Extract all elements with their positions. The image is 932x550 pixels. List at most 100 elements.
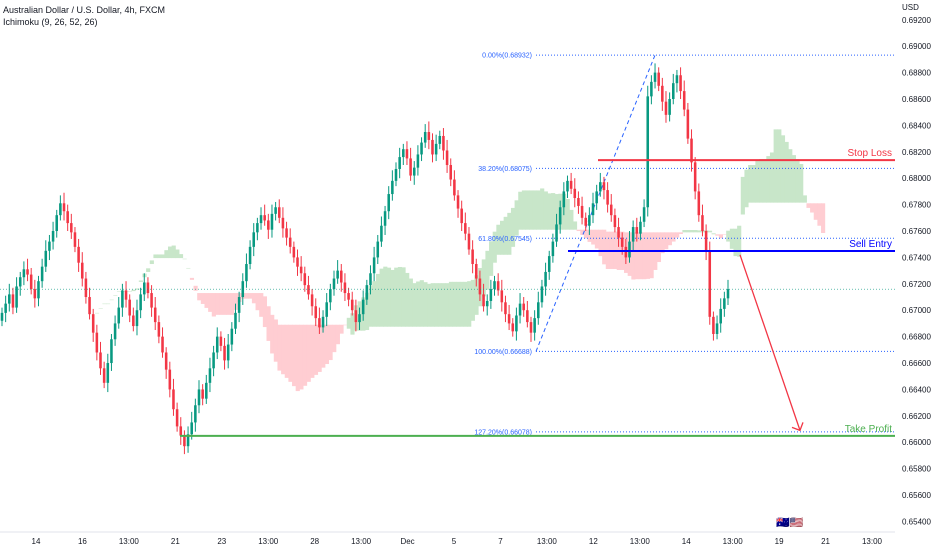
cloud-segment [496,224,501,255]
candle-body [143,282,146,295]
cloud-segment [481,259,486,297]
cloud-segment [313,324,319,375]
cloud-segment [634,232,640,280]
cloud-segment [171,245,176,259]
candle-body [361,299,365,315]
candle-body [573,188,577,199]
candle-body [303,273,307,286]
candle-body [106,363,110,383]
projection-arrow-line [739,254,801,431]
price-tick-label: 0.66000 [902,438,931,447]
time-axis: 14 16 13:00 21 23 13:00 28 13:00 Dec 5 7 13:00 12 13:… [0,531,895,546]
fib-level-label: 127.20%(0.66078) [474,429,532,436]
cloud-segment [759,159,764,203]
cloud-segment [489,241,494,276]
cloud-segment [463,281,468,327]
candle-body [22,269,26,278]
cloud-segment [693,230,698,233]
cloud-segment [135,288,140,290]
candle-body [635,227,639,234]
candle-body [369,273,372,286]
price-tick-label: 0.66800 [902,333,931,342]
candle-body [682,91,686,110]
candle-body [358,314,361,323]
cloud-segment [200,293,205,304]
time-tick-label: 13:00 [537,537,558,546]
candle-body [230,328,234,345]
cloud-segment [547,193,552,230]
candle-body [15,286,18,308]
cloud-segment [157,254,162,259]
cloud-segment [817,203,822,226]
candle-body [212,352,215,369]
cloud-segment [682,230,687,233]
candle-body [540,286,544,303]
cloud-segment [167,246,173,259]
cloud-segment [149,260,154,265]
candle-body [186,434,190,447]
time-tick-label: 13:00 [258,537,279,546]
cloud-segment [510,207,516,247]
candle-body [365,285,369,300]
time-tick-label: 13:00 [351,537,372,546]
candle-body [372,257,376,274]
candle-body [394,168,398,181]
cloud-segment [540,188,545,230]
cloud-segment [233,293,238,310]
cloud-segment [602,229,607,265]
candle-body [671,83,675,100]
fib-level-label: 100.00%(0.66688) [474,349,532,356]
candle-body [591,203,595,216]
candle-body [551,241,555,257]
projection-arrow [739,254,804,432]
cloud-segment [821,203,826,233]
sell-entry-label: Sell Entry [849,239,892,250]
candle-body [697,191,701,216]
cloud-segment [726,230,731,242]
candle-body [44,250,48,267]
cloud-segment [492,231,497,263]
candle-body [256,223,259,233]
cloud-segment [569,209,574,230]
candle-body [124,290,128,300]
cloud-segment [416,281,421,327]
cloud-segment [631,232,636,280]
candle-body [226,344,230,361]
candle-body [438,135,442,144]
cloud-segment [737,225,742,257]
candle-body [383,211,387,226]
cloud-segment [769,152,775,203]
candle-body [234,312,237,329]
cloud-segment [437,283,443,327]
cloud-segment [102,303,107,305]
currency-label: USD [902,3,919,12]
price-axis: 0.69200 0.69000 0.68800 0.68600 0.68400 0.682… [895,0,932,550]
candle-body [99,352,102,369]
candle-body [80,262,84,279]
time-tick-label: 21 [171,537,180,546]
candle-body [456,195,460,209]
candle-body [661,85,664,102]
cloud-segment [642,232,647,280]
cloud-segment [748,165,753,203]
cloud-segment [532,190,537,230]
cloud-segment [722,234,727,235]
candle-body [55,215,59,232]
candle-body [292,246,296,258]
candle-body [91,314,95,333]
cloud-segment [784,141,789,203]
candle-body [288,237,292,247]
candle-body [48,241,51,251]
cloud-segment [521,190,527,230]
candle-body [132,315,135,327]
candle-body [201,389,204,399]
candle-body [84,278,88,298]
cloud-segment [664,232,669,250]
cloud-segment [95,312,100,314]
candle-body [194,405,197,423]
candle-body [281,217,285,229]
cloud-segment [474,275,479,315]
candle-body [701,215,704,232]
cloud-segment [656,232,662,263]
cloud-segment [467,281,472,327]
